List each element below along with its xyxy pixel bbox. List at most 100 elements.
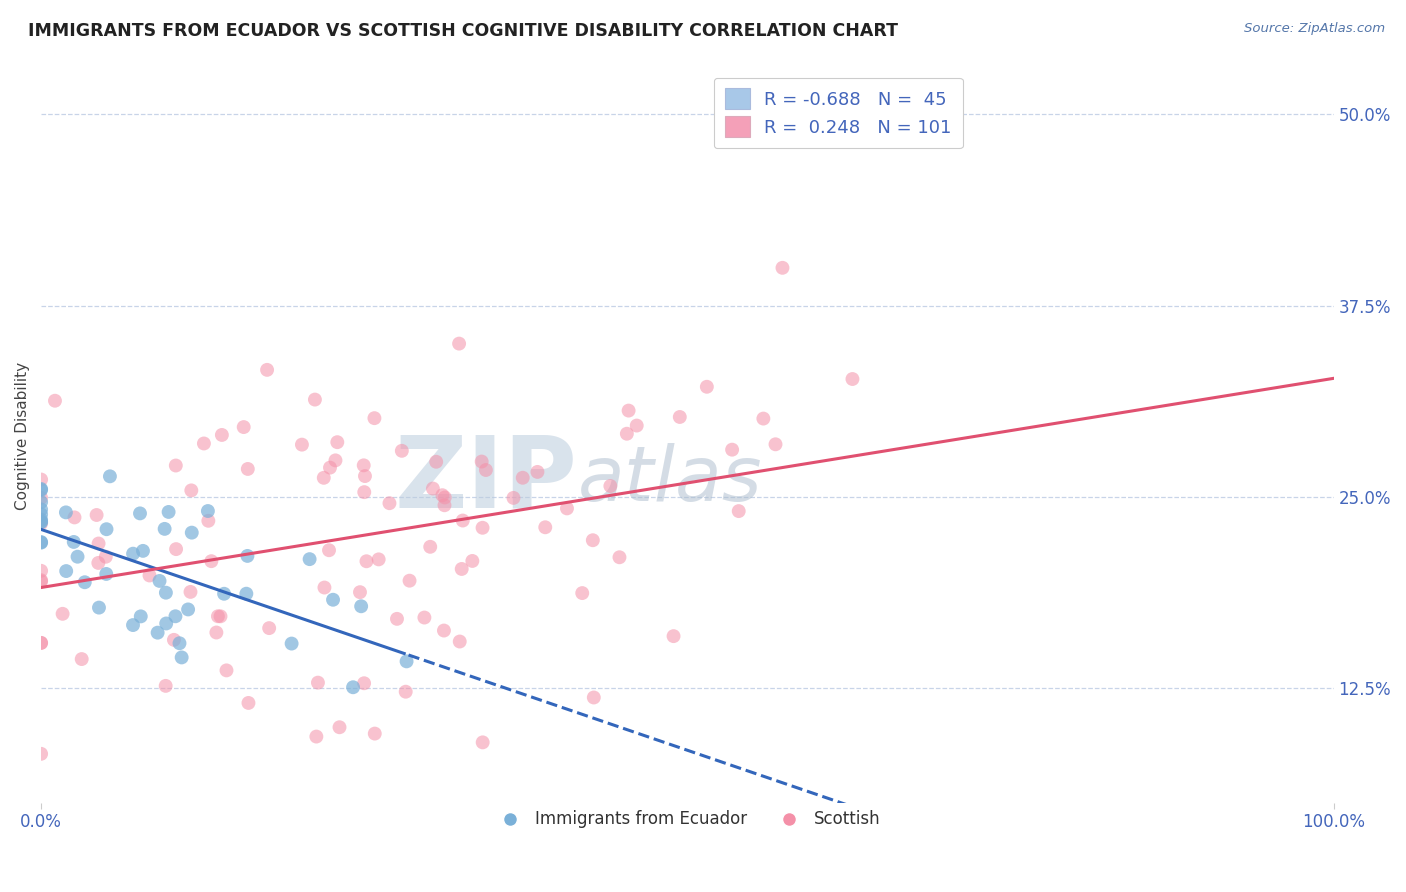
- Point: [215, 664, 238, 678]
- Point: [433, 498, 456, 512]
- Point: [96, 522, 118, 536]
- Point: [696, 380, 718, 394]
- Point: [752, 411, 775, 425]
- Text: ZIP: ZIP: [395, 432, 578, 528]
- Point: [318, 543, 340, 558]
- Point: [30, 483, 52, 497]
- Point: [193, 436, 215, 450]
- Text: Source: ZipAtlas.com: Source: ZipAtlas.com: [1244, 22, 1385, 36]
- Point: [209, 609, 232, 624]
- Point: [841, 372, 863, 386]
- Point: [471, 521, 494, 535]
- Point: [471, 735, 494, 749]
- Point: [155, 585, 177, 599]
- Point: [30, 516, 52, 531]
- Point: [433, 624, 456, 638]
- Point: [197, 514, 219, 528]
- Point: [235, 587, 257, 601]
- Point: [391, 443, 413, 458]
- Point: [721, 442, 744, 457]
- Point: [342, 680, 364, 694]
- Point: [30, 473, 52, 487]
- Point: [153, 522, 176, 536]
- Point: [353, 676, 375, 690]
- Point: [765, 437, 787, 451]
- Point: [177, 602, 200, 616]
- Point: [169, 636, 191, 650]
- Point: [582, 533, 605, 548]
- Point: [319, 460, 342, 475]
- Point: [30, 495, 52, 509]
- Point: [55, 505, 77, 519]
- Point: [291, 437, 314, 451]
- Point: [30, 573, 52, 587]
- Point: [298, 552, 321, 566]
- Point: [471, 454, 494, 468]
- Point: [86, 508, 108, 522]
- Point: [30, 535, 52, 549]
- Point: [325, 453, 347, 467]
- Point: [66, 549, 89, 564]
- Point: [609, 550, 631, 565]
- Point: [236, 462, 259, 476]
- Point: [356, 554, 378, 568]
- Point: [363, 411, 385, 425]
- Point: [212, 587, 235, 601]
- Point: [582, 690, 605, 705]
- Point: [211, 428, 233, 442]
- Point: [30, 574, 52, 589]
- Point: [30, 564, 52, 578]
- Point: [305, 730, 328, 744]
- Point: [179, 585, 201, 599]
- Point: [526, 465, 548, 479]
- Point: [367, 552, 389, 566]
- Point: [626, 418, 648, 433]
- Point: [236, 549, 259, 563]
- Point: [555, 501, 578, 516]
- Point: [180, 525, 202, 540]
- Point: [280, 636, 302, 650]
- Point: [425, 455, 447, 469]
- Point: [122, 547, 145, 561]
- Point: [307, 675, 329, 690]
- Point: [534, 520, 557, 534]
- Point: [163, 632, 186, 647]
- Point: [165, 609, 187, 624]
- Point: [326, 435, 349, 450]
- Text: atlas: atlas: [578, 442, 762, 516]
- Y-axis label: Cognitive Disability: Cognitive Disability: [15, 361, 30, 510]
- Point: [432, 488, 454, 502]
- Point: [30, 636, 52, 650]
- Point: [502, 491, 524, 505]
- Point: [30, 482, 52, 496]
- Point: [350, 599, 373, 614]
- Point: [170, 650, 193, 665]
- Point: [132, 544, 155, 558]
- Point: [257, 621, 280, 635]
- Point: [155, 679, 177, 693]
- Point: [94, 549, 117, 564]
- Point: [30, 508, 52, 522]
- Point: [129, 507, 152, 521]
- Point: [668, 409, 690, 424]
- Point: [122, 618, 145, 632]
- Point: [200, 554, 222, 568]
- Point: [44, 393, 66, 408]
- Point: [450, 562, 472, 576]
- Point: [148, 574, 170, 588]
- Point: [512, 471, 534, 485]
- Point: [385, 612, 408, 626]
- Point: [63, 510, 86, 524]
- Point: [419, 540, 441, 554]
- Point: [232, 420, 254, 434]
- Point: [617, 403, 640, 417]
- Point: [364, 726, 387, 740]
- Point: [727, 504, 749, 518]
- Point: [205, 625, 228, 640]
- Point: [165, 458, 187, 473]
- Point: [353, 485, 375, 500]
- Point: [328, 720, 350, 734]
- Point: [398, 574, 420, 588]
- Point: [30, 515, 52, 529]
- Point: [87, 556, 110, 570]
